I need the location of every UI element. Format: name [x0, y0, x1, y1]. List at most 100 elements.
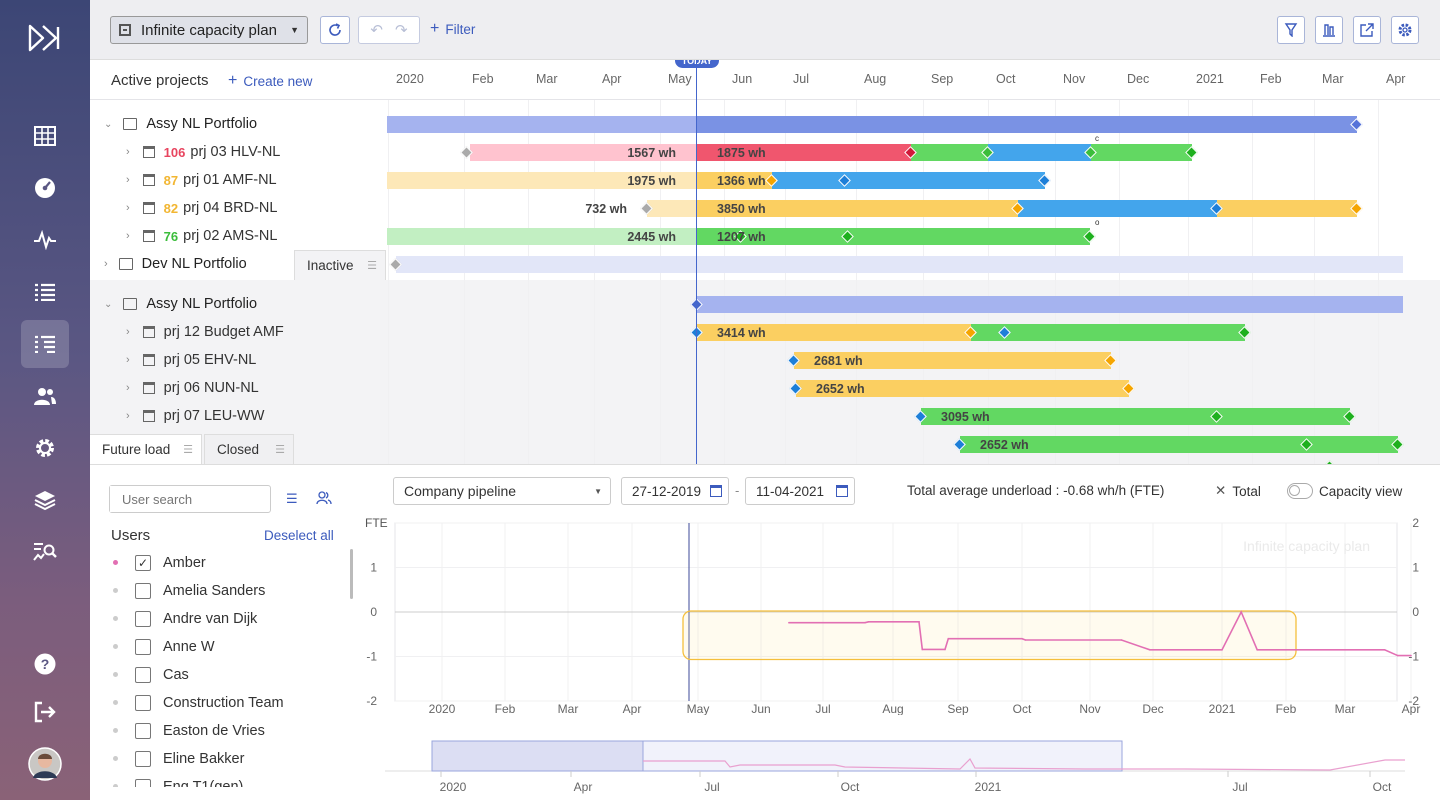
activity-pulse-icon[interactable] [21, 216, 69, 264]
toggle-switch[interactable] [1287, 483, 1313, 499]
gantt-bar[interactable] [1018, 200, 1217, 217]
user-checkbox[interactable] [135, 779, 151, 787]
user-list-item[interactable]: Andre van Dijk [113, 605, 257, 633]
calendar-grid-icon[interactable] [21, 112, 69, 160]
project-row[interactable]: › prj 06 NUN-NL [126, 374, 259, 402]
layers-icon[interactable] [21, 476, 69, 524]
chevron-down-icon[interactable]: ⌄ [104, 118, 113, 130]
date-from-input[interactable]: 27-12-2019 [621, 477, 729, 505]
sort-list-icon[interactable]: ☰ [286, 491, 298, 506]
menu-icon[interactable]: ☰ [367, 260, 377, 272]
calendar-icon[interactable] [710, 485, 722, 497]
portfolio-row-dev[interactable]: › Dev NL Portfolio [104, 250, 247, 278]
gantt-bar[interactable] [921, 408, 1217, 425]
user-checkbox[interactable] [135, 667, 151, 683]
gantt-bar[interactable] [396, 256, 1403, 273]
project-row[interactable]: › 76 prj 02 AMS-NL [126, 222, 277, 250]
gantt-bar[interactable] [470, 144, 696, 161]
user-list-item[interactable]: Anne W [113, 633, 215, 661]
chevron-right-icon[interactable]: › [104, 258, 108, 270]
undo-icon[interactable]: ↶ [370, 22, 383, 39]
chevron-right-icon[interactable]: › [126, 174, 130, 186]
gantt-bar[interactable] [696, 116, 1357, 133]
user-list-item[interactable]: ✓ Amber [113, 549, 206, 577]
gantt-bar[interactable] [1091, 144, 1192, 161]
user-list-item[interactable]: Eline Bakker [113, 745, 244, 773]
user-checkbox[interactable] [135, 639, 151, 655]
deselect-all-link[interactable]: Deselect all [264, 528, 334, 543]
avatar[interactable] [21, 740, 69, 788]
user-checkbox[interactable] [135, 583, 151, 599]
calendar-icon[interactable] [836, 485, 848, 497]
gantt-bar[interactable] [696, 296, 1403, 313]
gantt-bar[interactable] [1307, 436, 1398, 453]
gantt-bar[interactable] [960, 436, 1307, 453]
filter-button[interactable]: + Filter [430, 20, 475, 38]
user-list-scrollbar[interactable] [350, 549, 353, 599]
project-row[interactable]: › prj 07 LEU-WW [126, 402, 264, 430]
settings-button[interactable] [1391, 16, 1419, 44]
columns-button[interactable] [1315, 16, 1343, 44]
close-icon[interactable]: ✕ [1215, 483, 1227, 498]
user-search-field[interactable] [110, 486, 260, 512]
refresh-button[interactable] [320, 16, 350, 44]
gantt-bar[interactable] [796, 380, 1129, 397]
chevron-right-icon[interactable]: › [126, 146, 130, 158]
user-checkbox[interactable]: ✓ [135, 555, 151, 571]
total-toggle[interactable]: ✕ Total [1215, 483, 1261, 499]
capacity-view-toggle[interactable]: Capacity view [1287, 483, 1402, 499]
user-checkbox[interactable] [135, 695, 151, 711]
project-row[interactable]: › 82 prj 04 BRD-NL [126, 194, 277, 222]
gantt-bar[interactable] [696, 200, 1018, 217]
gantt-bar[interactable] [696, 172, 772, 189]
gantt-bar[interactable] [794, 352, 1111, 369]
chevron-right-icon[interactable]: › [126, 202, 130, 214]
gantt-bar[interactable] [911, 144, 988, 161]
gantt-bar[interactable] [647, 200, 696, 217]
user-checkbox[interactable] [135, 611, 151, 627]
project-row[interactable]: › 106 prj 03 HLV-NL [126, 138, 280, 166]
plan-selector[interactable]: Infinite capacity plan ▼ [110, 16, 308, 44]
gantt-bar[interactable] [848, 228, 1090, 245]
user-list-item[interactable]: Cas [113, 661, 189, 689]
chevron-right-icon[interactable]: › [126, 354, 130, 366]
redo-icon[interactable]: ↷ [395, 22, 408, 39]
dashboard-gauge-icon[interactable] [21, 164, 69, 212]
gantt-bar[interactable] [696, 324, 971, 341]
gantt-bar[interactable] [1217, 408, 1350, 425]
chevron-right-icon[interactable]: › [126, 326, 130, 338]
pipeline-select[interactable]: Company pipeline ▼ [393, 477, 611, 505]
gantt-planning-icon[interactable] [21, 320, 69, 368]
gantt-bar[interactable] [971, 324, 1245, 341]
menu-icon[interactable]: ☰ [183, 444, 193, 456]
logout-icon[interactable] [21, 688, 69, 736]
gantt-bar[interactable] [696, 228, 848, 245]
portfolio-row-assy[interactable]: ⌄ Assy NL Portfolio [104, 110, 257, 138]
gantt-bar[interactable] [387, 172, 696, 189]
create-new-button[interactable]: + Create new [228, 72, 312, 90]
gantt-bar[interactable] [845, 172, 1045, 189]
help-icon[interactable]: ? [21, 640, 69, 688]
project-row[interactable]: › 87 prj 01 AMF-NL [126, 166, 277, 194]
gantt-bar[interactable] [988, 144, 1091, 161]
export-button[interactable] [1353, 16, 1381, 44]
tab-closed[interactable]: Closed ☰ [204, 434, 294, 464]
chevron-right-icon[interactable]: › [126, 230, 130, 242]
tab-future-load[interactable]: Future load ☰ [90, 434, 202, 464]
group-users-icon[interactable] [316, 491, 332, 508]
settings-gear-icon[interactable] [21, 424, 69, 472]
app-logo-icon[interactable] [21, 14, 69, 62]
tab-inactive[interactable]: Inactive ☰ [294, 250, 386, 280]
gantt-bar[interactable] [1217, 200, 1357, 217]
project-row[interactable]: › prj 12 Budget AMF [126, 318, 284, 346]
chevron-right-icon[interactable]: › [126, 382, 130, 394]
chevron-down-icon[interactable]: ⌄ [104, 298, 113, 310]
user-list-item[interactable]: Easton de Vries [113, 717, 265, 745]
gantt-bar[interactable] [772, 172, 845, 189]
user-list-item[interactable]: Construction Team [113, 689, 284, 717]
navigator-chart[interactable]: 2020 Apr Jul Oct 2021 Jul Oct [385, 737, 1405, 801]
date-to-input[interactable]: 11-04-2021 [745, 477, 855, 505]
user-list-item[interactable]: Amelia Sanders [113, 577, 265, 605]
gantt-bar[interactable] [696, 144, 911, 161]
gantt-bar[interactable] [387, 228, 696, 245]
